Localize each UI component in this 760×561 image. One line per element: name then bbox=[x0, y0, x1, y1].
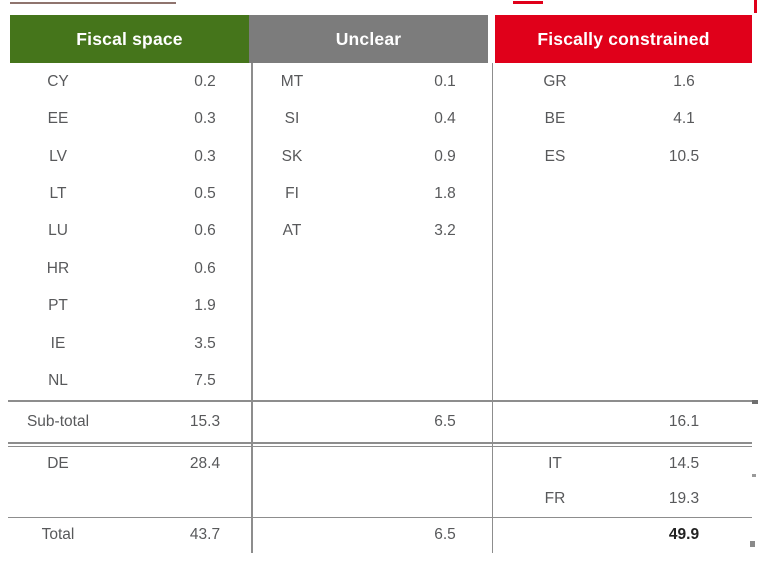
table-row: NL 7.5 bbox=[8, 363, 252, 400]
column-header-unclear-label: Unclear bbox=[335, 28, 402, 49]
table-row: PT 1.9 bbox=[8, 288, 252, 325]
crop-artifact-right-dash-1 bbox=[752, 400, 758, 404]
row-divider-line bbox=[8, 400, 752, 402]
country-code: MT bbox=[280, 72, 304, 90]
row-divider-line bbox=[8, 442, 752, 444]
table-row: SK 0.9 bbox=[252, 138, 492, 175]
country-value: 0.9 bbox=[434, 147, 456, 165]
country-code: IE bbox=[50, 334, 66, 352]
country-value: 0.6 bbox=[194, 222, 216, 240]
column-header-fiscally-constrained-label: Fiscally constrained bbox=[537, 28, 710, 49]
total-value-unclear: 6.5 bbox=[434, 526, 456, 543]
table-row: MT 0.1 bbox=[252, 63, 492, 100]
subtotal-value-unclear: 6.5 bbox=[434, 413, 456, 430]
unclear-country-list: MT 0.1 SI 0.4 SK 0.9 FI 1.8 AT 3.2 bbox=[252, 63, 492, 250]
total-label: Total bbox=[41, 526, 75, 543]
country-value: 0.5 bbox=[194, 185, 216, 203]
column-divider-line bbox=[491, 63, 494, 553]
fiscal-space-country-list: CY 0.2 EE 0.3 LV 0.3 LT 0.5 LU 0.6 HR 0.6 PT 1.… bbox=[8, 63, 252, 400]
country-value: 1.6 bbox=[673, 72, 695, 90]
country-code: FI bbox=[285, 185, 299, 203]
crop-artifact-topright-red-tick bbox=[754, 0, 757, 13]
country-value: 0.3 bbox=[194, 110, 216, 128]
country-value: 28.4 bbox=[189, 454, 221, 472]
table-row: SI 0.4 bbox=[252, 100, 492, 137]
table-row: ES 10.5 bbox=[492, 138, 752, 175]
table-row: LT 0.5 bbox=[8, 175, 252, 212]
country-code: PT bbox=[48, 297, 68, 315]
column-header-fiscally-constrained: Fiscally constrained bbox=[495, 15, 752, 63]
country-value: 3.2 bbox=[434, 222, 456, 240]
column-header-fiscal-space-label: Fiscal space bbox=[76, 28, 183, 49]
country-code: ES bbox=[544, 147, 566, 165]
total-value-fiscal-space: 43.7 bbox=[189, 526, 221, 543]
country-value: 3.5 bbox=[194, 334, 216, 352]
crop-artifact-right-dash-3 bbox=[750, 541, 755, 547]
country-code: GR bbox=[543, 72, 567, 90]
country-code: SI bbox=[284, 110, 300, 128]
country-code: HR bbox=[46, 259, 70, 277]
table-row: AT 3.2 bbox=[252, 213, 492, 250]
country-code: NL bbox=[48, 372, 68, 390]
table-row: HR 0.6 bbox=[8, 250, 252, 287]
crop-artifact-top-red-dash bbox=[513, 1, 543, 4]
table-row: CY 0.2 bbox=[8, 63, 252, 100]
country-value: 14.5 bbox=[668, 454, 700, 472]
total-value-fiscally-constrained: 49.9 bbox=[668, 526, 700, 543]
table-row: LU 0.6 bbox=[8, 213, 252, 250]
country-code: DE bbox=[47, 454, 69, 472]
table-row: BE 4.1 bbox=[492, 100, 752, 137]
country-value: 4.1 bbox=[673, 110, 695, 128]
subtotal-value-fiscal-space: 15.3 bbox=[189, 413, 221, 430]
country-value: 7.5 bbox=[194, 372, 216, 390]
total-row: Total 43.7 6.5 49.9 bbox=[0, 517, 760, 553]
column-divider-line bbox=[251, 63, 253, 553]
country-code: LU bbox=[48, 222, 68, 240]
subtotal-row: Sub-total 15.3 6.5 16.1 bbox=[0, 402, 760, 442]
country-value: 0.4 bbox=[434, 110, 456, 128]
crop-artifact-right-dash-2 bbox=[752, 474, 756, 477]
country-value: 0.6 bbox=[194, 259, 216, 277]
table-row: LV 0.3 bbox=[8, 138, 252, 175]
country-value: 1.9 bbox=[194, 297, 216, 315]
country-value: 0.3 bbox=[194, 147, 216, 165]
column-header-fiscal-space: Fiscal space bbox=[10, 15, 249, 63]
row-divider-line bbox=[8, 445, 752, 448]
country-code: EE bbox=[47, 110, 69, 128]
table-row: GR 1.6 bbox=[492, 63, 752, 100]
large-countries-section: DE 28.4 IT 14.5 FR 19.3 bbox=[0, 446, 760, 517]
table-row: DE 28.4 bbox=[8, 446, 252, 482]
row-divider-line bbox=[8, 516, 752, 519]
country-code: SK bbox=[281, 147, 303, 165]
table-row: EE 0.3 bbox=[8, 100, 252, 137]
table-row: IE 3.5 bbox=[8, 325, 252, 362]
country-code: AT bbox=[282, 222, 302, 240]
country-value: 0.2 bbox=[194, 72, 216, 90]
country-code: LT bbox=[49, 185, 67, 203]
country-code: IT bbox=[548, 454, 562, 472]
table-row: FI 1.8 bbox=[252, 175, 492, 212]
country-value: 19.3 bbox=[668, 490, 700, 508]
country-code: CY bbox=[47, 72, 69, 90]
country-code: LV bbox=[49, 147, 67, 165]
country-value: 10.5 bbox=[668, 147, 700, 165]
table-row: IT 14.5 bbox=[492, 446, 752, 482]
column-header-unclear: Unclear bbox=[249, 15, 488, 63]
fiscally-constrained-country-list: GR 1.6 BE 4.1 ES 10.5 bbox=[492, 63, 752, 175]
crop-artifact-topleft-line bbox=[10, 2, 176, 4]
country-value: 1.8 bbox=[434, 185, 456, 203]
country-code: FR bbox=[544, 490, 566, 508]
subtotal-label: Sub-total bbox=[26, 413, 90, 430]
subtotal-value-fiscally-constrained: 16.1 bbox=[668, 413, 700, 430]
country-code: BE bbox=[544, 110, 566, 128]
country-value: 0.1 bbox=[434, 72, 456, 90]
table-row: FR 19.3 bbox=[492, 482, 752, 518]
